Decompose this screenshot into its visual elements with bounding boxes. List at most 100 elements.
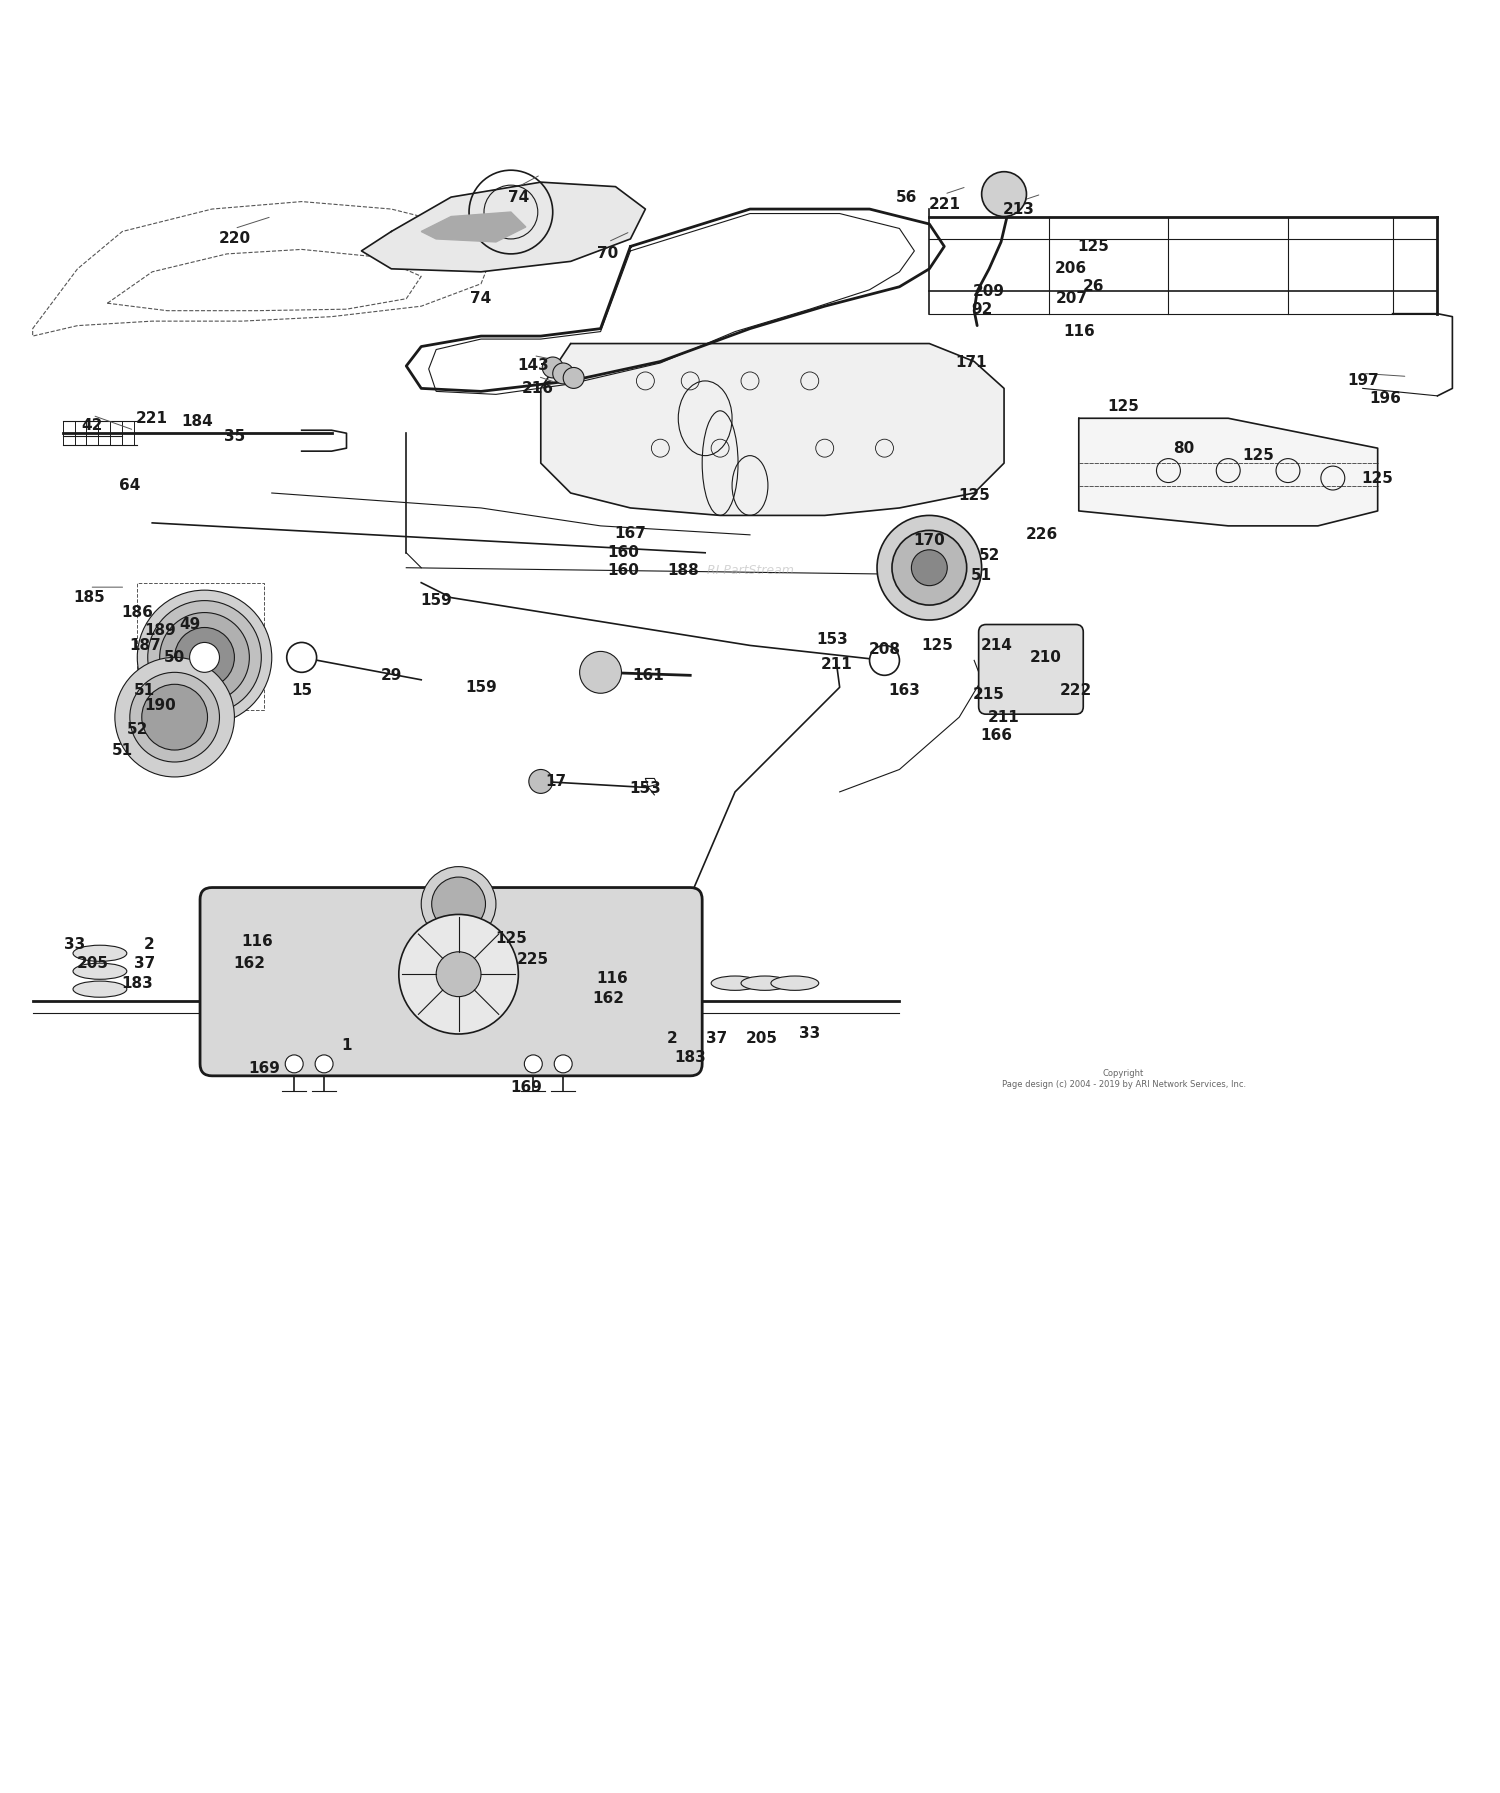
Circle shape	[432, 877, 486, 931]
Circle shape	[903, 556, 962, 615]
Text: 92: 92	[970, 301, 993, 317]
Ellipse shape	[74, 963, 128, 979]
Text: 125: 125	[921, 638, 952, 653]
FancyBboxPatch shape	[978, 624, 1083, 714]
Ellipse shape	[74, 945, 128, 961]
Circle shape	[142, 685, 207, 749]
Polygon shape	[1078, 418, 1377, 525]
Text: 208: 208	[868, 642, 900, 658]
Text: 52: 52	[126, 721, 148, 737]
Text: 159: 159	[420, 593, 452, 608]
Text: 125: 125	[958, 488, 990, 504]
Text: 211: 211	[988, 710, 1020, 724]
Text: 160: 160	[608, 545, 639, 559]
Text: 1: 1	[340, 1038, 351, 1054]
Text: 116: 116	[242, 934, 273, 948]
Text: 80: 80	[1173, 441, 1194, 455]
Circle shape	[870, 645, 900, 676]
Text: 187: 187	[129, 638, 160, 653]
Text: 215: 215	[974, 687, 1005, 703]
Text: 2: 2	[144, 936, 154, 952]
Text: 74: 74	[507, 190, 530, 204]
Text: 209: 209	[974, 283, 1005, 299]
Text: 35: 35	[224, 429, 245, 443]
Circle shape	[892, 531, 966, 604]
Circle shape	[130, 672, 219, 762]
Text: 206: 206	[1054, 262, 1088, 276]
Text: 161: 161	[633, 667, 664, 683]
Circle shape	[174, 628, 234, 687]
Text: 170: 170	[914, 533, 945, 549]
Text: 225: 225	[518, 952, 549, 966]
Text: 52: 52	[978, 549, 1000, 563]
Text: 162: 162	[234, 956, 266, 972]
Text: 189: 189	[144, 622, 176, 638]
Text: 186: 186	[122, 604, 153, 620]
Circle shape	[554, 1054, 572, 1072]
Text: 183: 183	[675, 1051, 706, 1065]
Text: 153: 153	[630, 782, 662, 796]
Text: Copyright
Page design (c) 2004 - 2019 by ARI Network Services, Inc.: Copyright Page design (c) 2004 - 2019 by…	[1002, 1069, 1245, 1088]
Circle shape	[579, 651, 621, 694]
Circle shape	[562, 368, 584, 389]
Ellipse shape	[741, 975, 789, 990]
Text: 211: 211	[821, 658, 852, 672]
Text: 221: 221	[136, 411, 168, 425]
Text: 210: 210	[1030, 649, 1062, 665]
Text: 163: 163	[888, 683, 920, 697]
Circle shape	[399, 914, 519, 1035]
Text: 169: 169	[249, 1061, 280, 1076]
Circle shape	[189, 642, 219, 672]
Circle shape	[147, 601, 261, 714]
Text: 125: 125	[1362, 470, 1394, 486]
Text: 116: 116	[597, 972, 628, 986]
Text: 205: 205	[746, 1031, 778, 1045]
Text: 220: 220	[219, 231, 251, 246]
Text: 166: 166	[981, 728, 1012, 742]
Text: 49: 49	[178, 617, 200, 631]
Circle shape	[422, 866, 497, 941]
Text: 51: 51	[134, 683, 156, 697]
Text: 51: 51	[112, 742, 134, 758]
Circle shape	[912, 550, 948, 586]
Text: 188: 188	[668, 563, 699, 577]
Circle shape	[159, 613, 249, 703]
Text: 171: 171	[956, 355, 987, 371]
Text: 125: 125	[1242, 448, 1274, 463]
Text: 167: 167	[615, 525, 646, 541]
Text: 190: 190	[144, 697, 176, 712]
Polygon shape	[542, 344, 1004, 515]
Circle shape	[552, 362, 573, 384]
Circle shape	[286, 642, 316, 672]
Circle shape	[530, 769, 552, 793]
Text: 143: 143	[518, 359, 549, 373]
Text: 196: 196	[1370, 391, 1401, 407]
Circle shape	[436, 952, 482, 997]
Text: 15: 15	[291, 683, 312, 697]
Text: 125: 125	[1078, 238, 1110, 255]
Text: 159: 159	[465, 680, 496, 694]
Text: 70: 70	[597, 246, 618, 262]
Text: 125: 125	[1107, 398, 1140, 414]
Text: 197: 197	[1347, 373, 1378, 389]
Text: 169: 169	[510, 1081, 542, 1096]
Circle shape	[981, 172, 1026, 217]
Text: 216: 216	[522, 380, 554, 396]
Polygon shape	[362, 183, 645, 273]
Text: 185: 185	[74, 590, 105, 604]
Circle shape	[285, 1054, 303, 1072]
Text: 184: 184	[182, 414, 213, 429]
Polygon shape	[422, 212, 526, 242]
Text: RI PartStream: RI PartStream	[706, 565, 794, 577]
Circle shape	[878, 515, 981, 620]
Text: 37: 37	[134, 956, 156, 972]
Text: 226: 226	[1026, 527, 1057, 541]
Text: 221: 221	[928, 197, 960, 212]
Text: 2: 2	[668, 1031, 678, 1045]
Text: 42: 42	[82, 418, 104, 434]
Text: 214: 214	[981, 638, 1012, 653]
Text: 125: 125	[495, 931, 526, 947]
Text: 162: 162	[592, 990, 624, 1006]
Text: 205: 205	[76, 956, 108, 972]
Ellipse shape	[771, 975, 819, 990]
